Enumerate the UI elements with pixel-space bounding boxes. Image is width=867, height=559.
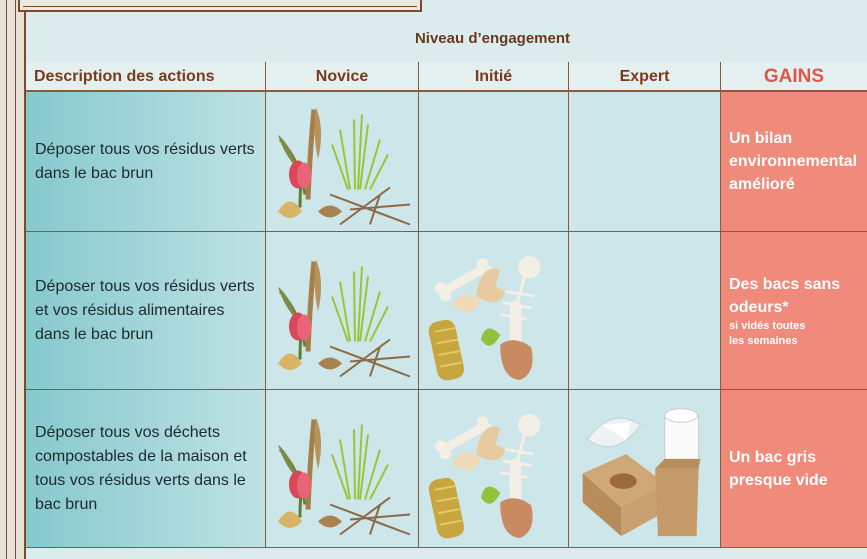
description-cell: Déposer tous vos déchets compostables de… bbox=[26, 390, 265, 548]
green-waste-icon bbox=[270, 402, 415, 542]
novice-cell bbox=[265, 232, 418, 390]
expert-cell bbox=[568, 92, 720, 232]
description: Déposer tous vos déchets compostables de… bbox=[35, 423, 247, 513]
gain: Un bilan environnemental amélioré bbox=[729, 130, 858, 193]
left-border bbox=[0, 0, 26, 559]
food-waste-icon bbox=[423, 396, 563, 546]
gain-cell: Un bilan environnemental amélioré bbox=[720, 92, 867, 232]
gain-cell: Des bacs sans odeurs* si vidés toutes les… bbox=[720, 232, 867, 390]
description-cell: Déposer tous vos résidus verts et vos ré… bbox=[26, 232, 265, 390]
gain: Un bac gris presque vide bbox=[729, 448, 828, 489]
description-cell: Déposer tous vos résidus verts dans le b… bbox=[26, 92, 265, 232]
column-header: GAINS bbox=[720, 62, 867, 92]
expert-cell bbox=[568, 390, 720, 548]
level-title: Niveau d’engagement bbox=[414, 30, 571, 47]
food-waste-icon bbox=[423, 238, 563, 388]
column-header: Description des actions bbox=[26, 62, 265, 92]
novice-cell bbox=[265, 390, 418, 548]
top-banner bbox=[18, 0, 422, 12]
green-waste-icon bbox=[270, 244, 415, 384]
gain: Des bacs sans odeurs* bbox=[729, 275, 841, 316]
initie-cell bbox=[418, 390, 568, 548]
initie-cell bbox=[418, 92, 568, 232]
green-waste-icon bbox=[270, 98, 415, 226]
gain-cell: Un bac gris presque vide bbox=[720, 390, 867, 548]
compostable-waste-icon bbox=[573, 396, 713, 546]
description: Déposer tous vos résidus verts et vos ré… bbox=[35, 277, 255, 343]
column-header: Initié bbox=[418, 62, 568, 92]
novice-cell bbox=[265, 92, 418, 232]
initie-cell bbox=[418, 232, 568, 390]
column-header: Novice bbox=[265, 62, 418, 92]
gain-note: si vidés toutes les semaines bbox=[729, 319, 806, 347]
description: Déposer tous vos résidus verts dans le b… bbox=[35, 140, 255, 182]
column-header: Expert bbox=[568, 62, 720, 92]
expert-cell bbox=[568, 232, 720, 390]
